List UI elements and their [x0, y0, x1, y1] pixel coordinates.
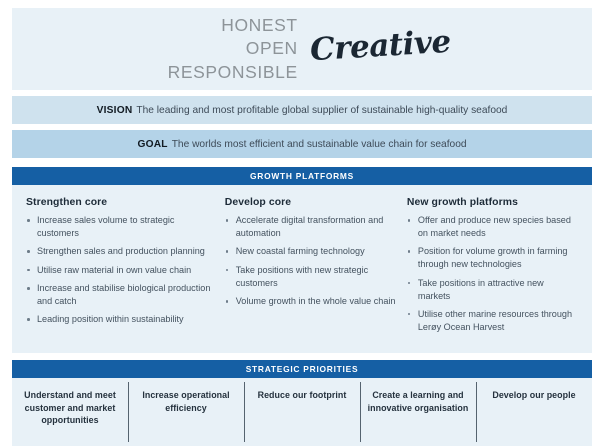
list-item: Accelerate digital transformation and au… — [225, 214, 397, 240]
growth-platforms-panel: Strengthen core Increase sales volume to… — [12, 185, 592, 354]
list-item: Utilise raw material in own value chain — [26, 264, 215, 277]
values-header-band: HONEST OPEN RESPONSIBLE Creative — [12, 8, 592, 90]
priority-cell: Create a learning and innovative organis… — [360, 378, 476, 446]
priority-cell: Reduce our footprint — [244, 378, 360, 446]
growth-column-develop-core: Develop core Accelerate digital transfor… — [225, 197, 407, 339]
growth-column-new-growth-platforms: New growth platforms Offer and produce n… — [407, 197, 578, 339]
vision-label: VISION — [96, 104, 133, 116]
priority-cell: Understand and meet customer and market … — [24, 390, 116, 425]
list-item: New coastal farming technology — [225, 245, 397, 258]
values-word-list: HONEST OPEN RESPONSIBLE — [168, 14, 298, 83]
growth-column-title: New growth platforms — [406, 197, 518, 208]
list-item: Position for volume growth in farming th… — [407, 245, 578, 271]
goal-band: GOAL The worlds most efficient and susta… — [12, 130, 592, 158]
list-item: Utilise other marine resources through L… — [407, 308, 578, 334]
growth-column-strengthen-core: Strengthen core Increase sales volume to… — [26, 197, 225, 339]
value-word-open: OPEN — [245, 38, 298, 59]
goal-label: GOAL — [137, 138, 168, 150]
vision-text: The leading and most profitable global s… — [136, 104, 508, 116]
values-header-content: HONEST OPEN RESPONSIBLE Creative — [12, 8, 592, 90]
growth-column-list: Offer and produce new species based on m… — [407, 214, 578, 334]
list-item: Volume growth in the whole value chain — [225, 295, 397, 308]
strategic-priorities-row: Understand and meet customer and market … — [12, 378, 592, 446]
strategy-diagram: HONEST OPEN RESPONSIBLE Creative VISION … — [12, 8, 592, 446]
vision-band: VISION The leading and most profitable g… — [12, 96, 592, 124]
strategic-priorities-header: STRATEGIC PRIORITIES — [12, 360, 592, 379]
growth-column-list: Increase sales volume to strategic custo… — [26, 214, 215, 326]
list-item: Offer and produce new species based on m… — [407, 214, 578, 240]
diagram-inner: HONEST OPEN RESPONSIBLE Creative VISION … — [12, 8, 592, 446]
growth-platforms-header: GROWTH PLATFORMS — [12, 167, 592, 185]
goal-text: The worlds most efficient and sustainabl… — [171, 138, 467, 150]
growth-column-title: Develop core — [224, 197, 292, 208]
priority-cell: Develop our people — [476, 378, 592, 446]
growth-column-title: Strengthen core — [26, 197, 108, 208]
list-item: Increase and stabilise biological produc… — [26, 282, 215, 308]
growth-column-list: Accelerate digital transformation and au… — [225, 214, 397, 308]
list-item: Leading position within sustainability — [26, 313, 215, 326]
list-item: Strengthen sales and production planning — [26, 245, 215, 258]
list-item: Increase sales volume to strategic custo… — [26, 214, 215, 240]
value-word-honest: HONEST — [221, 15, 298, 36]
list-item: Take positions with new strategic custom… — [225, 264, 397, 290]
value-word-creative: Creative — [308, 23, 452, 69]
list-item: Take positions in attractive new markets — [407, 277, 578, 303]
priority-cell: Increase operational efficiency — [128, 378, 244, 446]
value-word-responsible: RESPONSIBLE — [167, 61, 298, 82]
